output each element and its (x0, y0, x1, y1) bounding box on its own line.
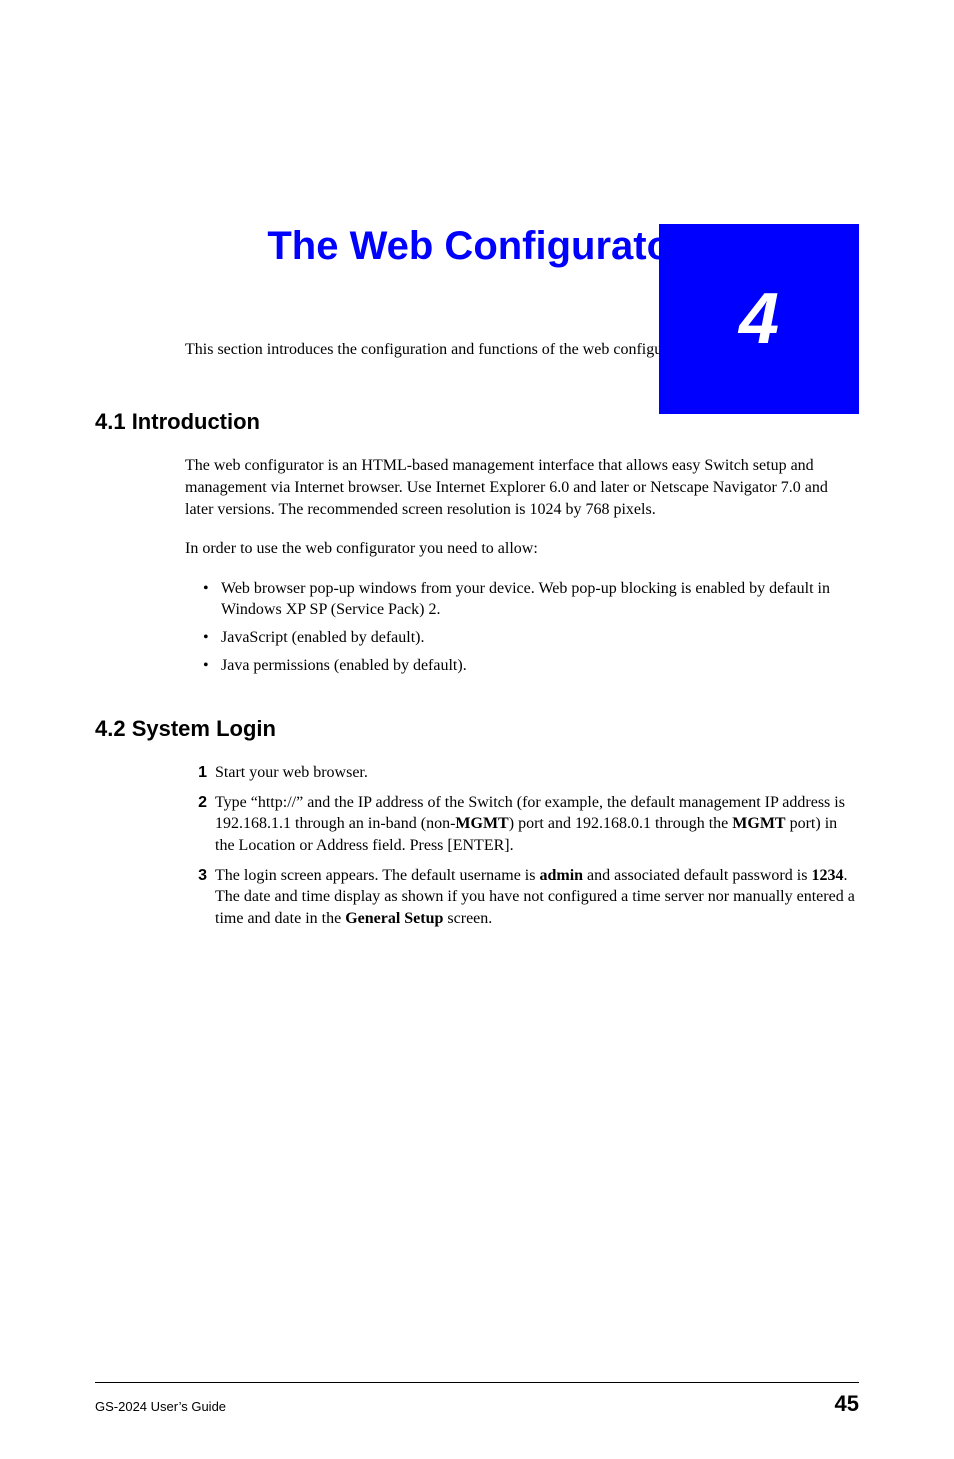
list-item: JavaScript (enabled by default). (203, 627, 859, 649)
footer-guide-name: GS-2024 User’s Guide (95, 1399, 226, 1414)
chapter-number: 4 (739, 278, 779, 360)
footer-page-number: 45 (835, 1391, 859, 1417)
bullet-list: Web browser pop-up windows from your dev… (203, 578, 859, 676)
list-item: 2 Type “http://” and the IP address of t… (185, 792, 859, 857)
content-body: This section introduces the configuratio… (185, 339, 859, 929)
numbered-list: 1 Start your web browser. 2 Type “http:/… (185, 762, 859, 929)
paragraph: In order to use the web configurator you… (185, 538, 859, 560)
step-text: The login screen appears. The default us… (215, 867, 855, 927)
list-item: 3 The login screen appears. The default … (185, 865, 859, 930)
list-item: 1 Start your web browser. (185, 762, 859, 784)
step-text: Type “http://” and the IP address of the… (215, 794, 845, 854)
list-item: Web browser pop-up windows from your dev… (203, 578, 859, 621)
step-number: 1 (185, 762, 207, 784)
list-item: Java permissions (enabled by default). (203, 655, 859, 677)
paragraph: The web configurator is an HTML-based ma… (185, 455, 859, 520)
section-heading-system-login: 4.2 System Login (95, 716, 859, 742)
page: 4 The Web Configurator This section intr… (0, 224, 954, 1459)
step-text: Start your web browser. (215, 764, 368, 781)
step-number: 3 (185, 865, 207, 887)
chapter-tab: 4 (659, 224, 859, 414)
page-footer: GS-2024 User’s Guide 45 (95, 1382, 859, 1417)
step-number: 2 (185, 792, 207, 814)
